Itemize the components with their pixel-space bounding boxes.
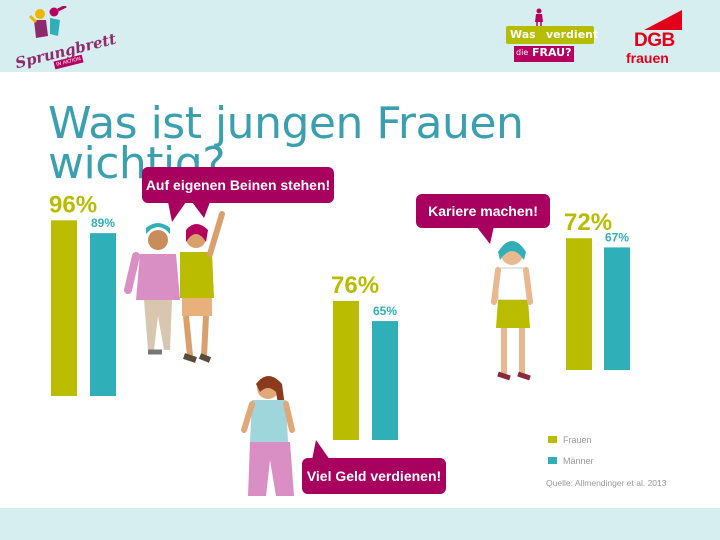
speech-bubble-2: Viel Geld verdienen! (302, 440, 446, 494)
value-label-maenner-3: 67% (605, 230, 629, 244)
speech-bubble-1: Auf eigenen Beinen stehen! (142, 167, 334, 222)
legend-swatch-frauen (548, 436, 557, 443)
bubble-text-2: Viel Geld verdienen! (307, 468, 441, 484)
bar-maenner-1 (90, 233, 116, 396)
woman-pink-pants-illustration-icon (241, 376, 295, 496)
was-verdient-die-frau-logo: Was verdient die FRAU? (506, 8, 599, 62)
logo-mid-word-verdient: verdient (546, 28, 599, 41)
woman-teal-hair-illustration-icon (491, 241, 533, 381)
bars-group: 96%89% 76% 65% 72%67% (49, 191, 630, 440)
source-note: Quelle: Allmendinger et al. 2013 (546, 478, 667, 488)
legend-label-frauen: Frauen (563, 435, 592, 445)
bar-frauen-2 (333, 300, 359, 440)
sprungbrett-figures-icon (28, 6, 67, 38)
bar-frauen-3 (566, 238, 592, 370)
dgb-wordmark: DGB (634, 30, 675, 51)
bubble-text-3: Kariere machen! (428, 203, 538, 219)
bubble-text-1: Auf eigenen Beinen stehen! (146, 177, 330, 193)
dgb-flag-icon (644, 10, 682, 30)
logo-mid-word-frau: FRAU? (532, 46, 572, 59)
value-label-maenner-2: 65% (373, 304, 397, 318)
logo-mid-box-green (506, 26, 594, 44)
woman-figure-icon (535, 8, 543, 28)
bar-maenner-2 (372, 321, 398, 440)
value-label-frauen-2: 76% (331, 272, 379, 299)
bar-frauen-1 (51, 220, 77, 396)
bar-maenner-3 (604, 247, 630, 370)
dgb-frauen-wordmark: frauen (626, 50, 669, 66)
legend: Frauen Männer (548, 435, 594, 466)
value-label-frauen-1: 96% (49, 191, 97, 218)
legend-swatch-maenner (548, 457, 557, 464)
legend-label-maenner: Männer (563, 456, 594, 466)
speech-bubble-3: Kariere machen! (416, 194, 550, 244)
page-title: Was ist jungen Frauen wichtig? (48, 98, 524, 189)
two-women-illustration-icon (124, 211, 225, 363)
logo-mid-box-magenta (514, 46, 574, 62)
value-label-maenner-1: 89% (91, 216, 115, 230)
header-bar (0, 0, 720, 72)
footer-bar (0, 508, 720, 540)
logo-mid-word-die: die (516, 48, 529, 57)
dgb-frauen-logo: DGB frauen (624, 8, 684, 66)
sprungbrett-logo: Sprungbrett IN AKTION (13, 6, 118, 72)
value-label-frauen-3: 72% (564, 209, 612, 236)
logo-mid-word-was: Was (510, 28, 536, 41)
